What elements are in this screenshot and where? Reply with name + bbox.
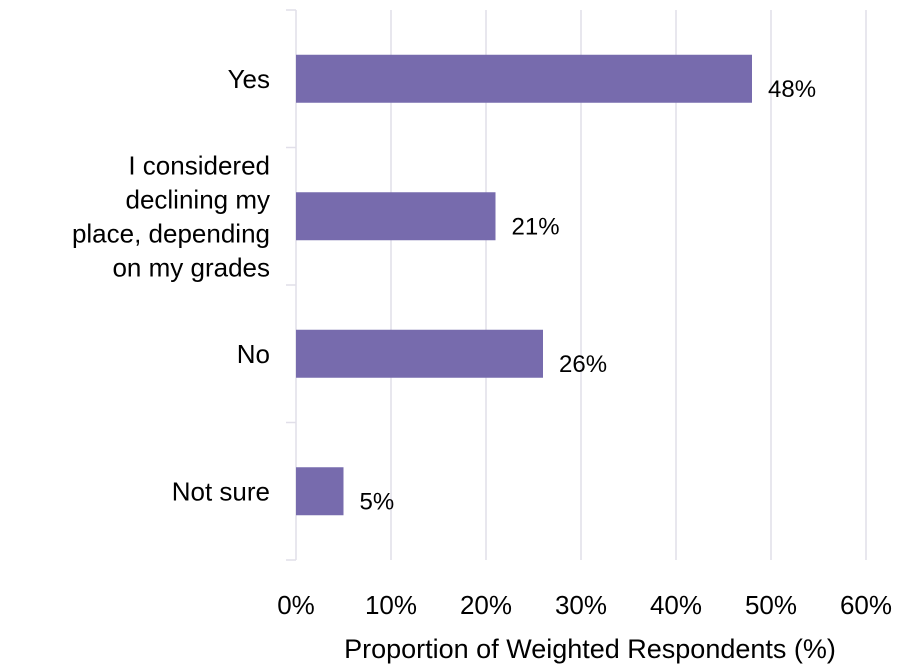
value-label-1: 21% <box>512 213 560 240</box>
value-labels: 48% 21% 26% 5% <box>360 76 817 516</box>
value-label-0: 48% <box>768 76 816 103</box>
x-tick-label-20: 20% <box>460 590 512 620</box>
bar-1 <box>296 192 496 241</box>
x-tick-labels: 0% 10% 20% 30% 40% 50% 60% <box>277 590 892 620</box>
value-label-3: 5% <box>360 488 395 515</box>
x-tick-label-30: 30% <box>555 590 607 620</box>
category-label-2: No <box>237 339 270 369</box>
x-tick-label-0: 0% <box>277 590 315 620</box>
bar-2 <box>296 329 543 378</box>
x-tick-label-50: 50% <box>745 590 797 620</box>
x-axis-title: Proportion of Weighted Respondents (%) <box>344 634 836 664</box>
category-labels: Yes I considered declining my place, depend… <box>72 64 270 507</box>
y-axis <box>286 9 297 561</box>
category-label-3: Not sure <box>172 476 270 506</box>
x-tick-label-60: 60% <box>840 590 892 620</box>
value-label-2: 26% <box>559 351 607 378</box>
x-tick-label-40: 40% <box>650 590 702 620</box>
x-tick-label-10: 10% <box>365 590 417 620</box>
category-label-1: I considered declining my place, depending… <box>72 150 270 282</box>
bar-0 <box>296 54 752 103</box>
bars <box>296 54 752 516</box>
category-label-0: Yes <box>228 64 270 94</box>
bar-3 <box>296 467 344 516</box>
